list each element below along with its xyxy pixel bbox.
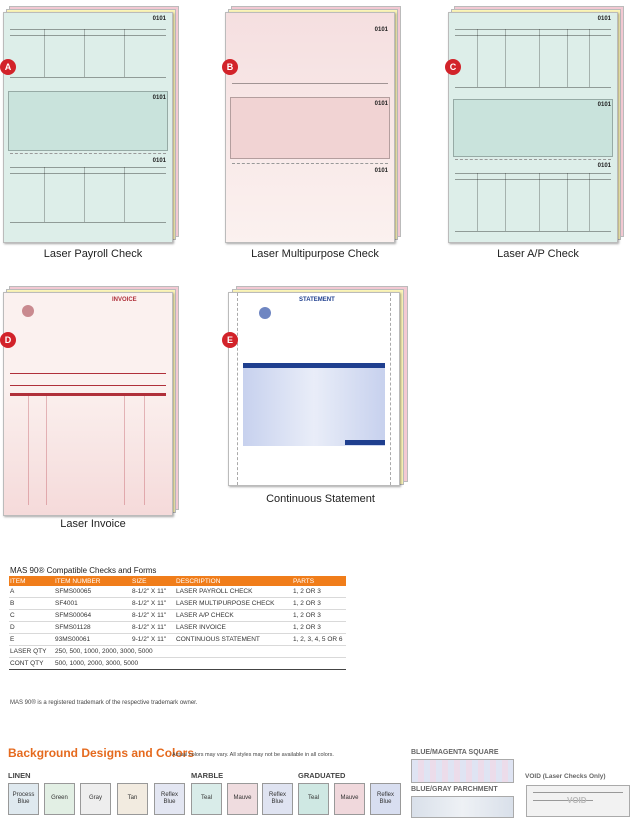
- check-area: [230, 97, 390, 159]
- cell-size: 9-1/2" X 11": [131, 633, 175, 646]
- check-area: [8, 91, 168, 151]
- swatch-teal: Teal: [298, 783, 329, 815]
- col-item-number: ITEM NUMBER: [54, 576, 131, 586]
- cell-item-number: 93MS00061: [54, 633, 131, 646]
- statement-title: STATEMENT: [299, 297, 335, 303]
- table-header-row: ITEM ITEM NUMBER SIZE DESCRIPTION PARTS: [9, 576, 346, 586]
- invoice-title: INVOICE: [112, 297, 137, 303]
- table-row: D SFMS01128 8-1/2" X 11" LASER INVOICE 1…: [9, 621, 346, 634]
- caption-ap-check: Laser A/P Check: [497, 248, 579, 260]
- cell-parts: 1, 2, 3, 4, 5 OR 6: [292, 633, 346, 646]
- swatch-reflex-blue: Reflex Blue: [154, 783, 185, 815]
- swatch-reflex-blue: Reflex Blue: [370, 783, 401, 815]
- swatch-green: Green: [44, 783, 75, 815]
- void-label: VOID (Laser Checks Only): [525, 773, 606, 780]
- form-code: 0101: [597, 16, 611, 22]
- swatch-process-blue: Process Blue: [8, 783, 39, 815]
- swatch-mauve: Mauve: [227, 783, 258, 815]
- cell-parts: 1, 2 OR 3: [292, 597, 346, 610]
- marble-label: MARBLE: [191, 771, 224, 780]
- badge-d: D: [0, 332, 16, 348]
- table-row: A SFMS00065 8-1/2" X 11" LASER PAYROLL C…: [9, 586, 346, 598]
- cell-description: LASER PAYROLL CHECK: [175, 586, 292, 598]
- blue-magenta-swatch: [411, 759, 514, 783]
- caption-invoice: Laser Invoice: [60, 518, 126, 530]
- void-check-swatch: VOID: [526, 785, 630, 817]
- col-parts: PARTS: [292, 576, 346, 586]
- check-area: [453, 99, 613, 157]
- cell-description: CONTINUOUS STATEMENT: [175, 633, 292, 646]
- cell-description: LASER A/P CHECK: [175, 609, 292, 622]
- swatch-reflex-blue: Reflex Blue: [262, 783, 293, 815]
- col-size: SIZE: [131, 576, 175, 586]
- invoice-form-stack: INVOICE D: [0, 286, 180, 516]
- caption-payroll-check: Laser Payroll Check: [43, 248, 143, 260]
- ap-check-form-stack: 0101 0101 0101 C: [445, 6, 625, 243]
- swatch-teal: Teal: [191, 783, 222, 815]
- laser-qty-row: LASER QTY 250, 500, 1000, 2000, 3000, 50…: [9, 645, 346, 658]
- cell-parts: 1, 2 OR 3: [292, 621, 346, 634]
- cell-description: LASER INVOICE: [175, 621, 292, 634]
- cell-size: 8-1/2" X 11": [131, 586, 175, 598]
- cell-item-number: SFMS00064: [54, 609, 131, 622]
- blue-gray-label: BLUE/GRAY PARCHMENT: [411, 786, 498, 793]
- backgrounds-note: Actual colors may vary. All styles may n…: [172, 752, 334, 758]
- form-code: 0101: [374, 27, 388, 33]
- swatch-tan: Tan: [117, 783, 148, 815]
- col-description: DESCRIPTION: [175, 576, 292, 586]
- table-row: E 93MS00061 9-1/2" X 11" CONTINUOUS STAT…: [9, 633, 346, 646]
- caption-multipurpose-check: Laser Multipurpose Check: [251, 248, 379, 260]
- products-table: ITEM ITEM NUMBER SIZE DESCRIPTION PARTS …: [9, 576, 346, 670]
- cell-description: LASER MULTIPURPOSE CHECK: [175, 597, 292, 610]
- cell-item: C: [9, 609, 54, 622]
- cont-qty-row: CONT QTY 500, 1000, 2000, 3000, 5000: [9, 657, 346, 670]
- cell-item-number: SFMS00065: [54, 586, 131, 598]
- cell-item: E: [9, 633, 54, 646]
- swatch-mauve: Mauve: [334, 783, 365, 815]
- blue-magenta-label: BLUE/MAGENTA SQUARE: [411, 749, 499, 756]
- payroll-check-form-stack: 0101 0101 0101 A: [0, 6, 180, 243]
- graduated-label: GRADUATED: [298, 771, 346, 780]
- multipurpose-check-form-stack: 0101 0101 0101 B: [222, 6, 402, 243]
- cell-parts: 1, 2 OR 3: [292, 586, 346, 598]
- cell-item-number: SF4001: [54, 597, 131, 610]
- table-title: MAS 90® Compatible Checks and Forms: [10, 566, 157, 575]
- badge-b: B: [222, 59, 238, 75]
- laser-qty-label: LASER QTY: [9, 645, 54, 658]
- caption-statement: Continuous Statement: [266, 493, 375, 505]
- laser-qty-value: 250, 500, 1000, 2000, 3000, 5000: [54, 645, 346, 658]
- cell-item: B: [9, 597, 54, 610]
- cell-size: 8-1/2" X 11": [131, 621, 175, 634]
- cont-qty-label: CONT QTY: [9, 657, 54, 670]
- cell-item-number: SFMS01128: [54, 621, 131, 634]
- cell-item: D: [9, 621, 54, 634]
- backgrounds-title: Background Designs and Colors: [8, 746, 195, 760]
- blue-gray-swatch: [411, 796, 514, 818]
- cont-qty-value: 500, 1000, 2000, 3000, 5000: [54, 657, 346, 670]
- table-row: C SFMS00064 8-1/2" X 11" LASER A/P CHECK…: [9, 609, 346, 622]
- cell-size: 8-1/2" X 11": [131, 609, 175, 622]
- statement-form-stack: STATEMENT E: [222, 286, 413, 486]
- trademark-note: MAS 90® is a registered trademark of the…: [10, 700, 198, 706]
- badge-a: A: [0, 59, 16, 75]
- col-item: ITEM: [9, 576, 54, 586]
- swatch-gray: Gray: [80, 783, 111, 815]
- cell-size: 8-1/2" X 11": [131, 597, 175, 610]
- cell-item: A: [9, 586, 54, 598]
- form-code: 0101: [152, 16, 166, 22]
- cell-parts: 1, 2 OR 3: [292, 609, 346, 622]
- table-row: B SF4001 8-1/2" X 11" LASER MULTIPURPOSE…: [9, 597, 346, 610]
- badge-e: E: [222, 332, 238, 348]
- badge-c: C: [445, 59, 461, 75]
- linen-label: LINEN: [8, 771, 31, 780]
